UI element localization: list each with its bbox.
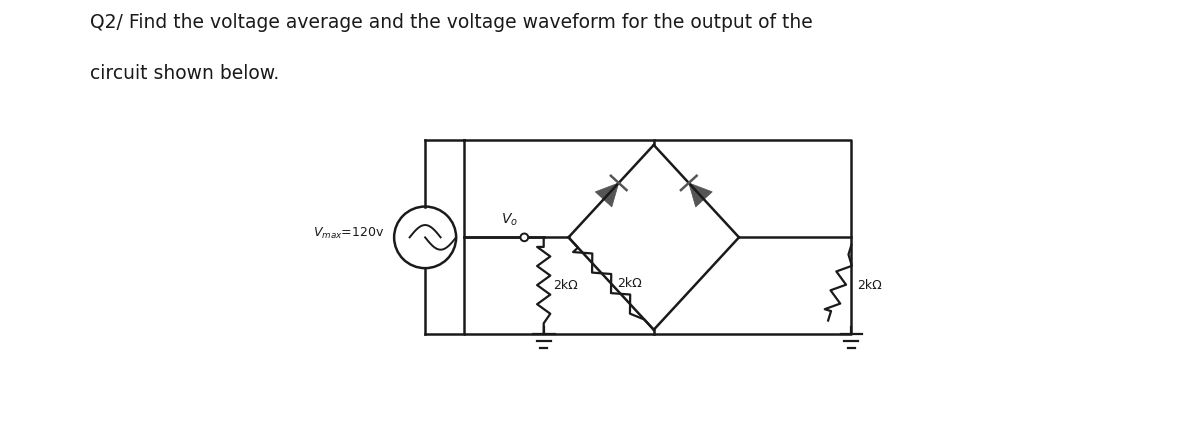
Text: $V_o$: $V_o$ [502,212,518,228]
Polygon shape [689,183,713,207]
Text: circuit shown below.: circuit shown below. [90,64,280,82]
Text: Q2/ Find the voltage average and the voltage waveform for the output of the: Q2/ Find the voltage average and the vol… [90,13,812,32]
Text: 2kΩ: 2kΩ [553,279,577,293]
Text: 2kΩ: 2kΩ [858,279,882,293]
Circle shape [521,233,528,241]
Polygon shape [595,183,619,207]
Text: $V_{max}$=120v: $V_{max}$=120v [313,226,385,241]
Text: 2kΩ: 2kΩ [617,277,642,290]
